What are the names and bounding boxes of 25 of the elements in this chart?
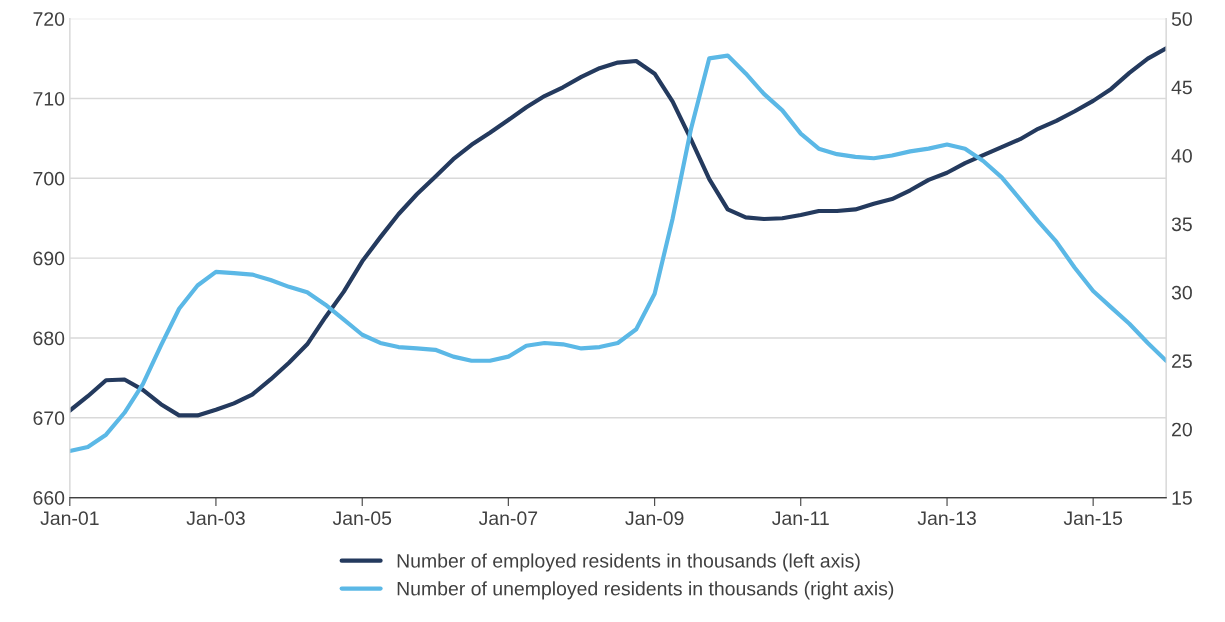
x-tick-label: Jan-05 bbox=[332, 511, 392, 526]
y-tick-label: 690 bbox=[33, 251, 65, 266]
x-tick-label: Jan-03 bbox=[186, 511, 245, 526]
y2-tick-label: 30 bbox=[1171, 285, 1192, 300]
y-tick-label: 700 bbox=[33, 171, 65, 186]
x-tick-label: Jan-01 bbox=[40, 511, 99, 526]
y2-tick-label: 25 bbox=[1172, 354, 1192, 368]
y2-tick-label: 20 bbox=[1172, 422, 1192, 437]
y-tick-label: 670 bbox=[33, 411, 65, 426]
y2-tick-label: 50 bbox=[1171, 12, 1192, 26]
x-tick-label: Jan-13 bbox=[917, 511, 976, 526]
y2-tick-label: 35 bbox=[1171, 217, 1192, 232]
x-tick-label: Jan-11 bbox=[772, 511, 829, 526]
y2-tick-label: 40 bbox=[1171, 148, 1192, 163]
y-tick-label: 660 bbox=[33, 491, 65, 505]
x-tick-label: Jan-15 bbox=[1063, 511, 1123, 526]
y-tick-label: 680 bbox=[33, 331, 65, 346]
y-tick-label: 710 bbox=[33, 91, 65, 106]
y-tick-label: 720 bbox=[33, 12, 65, 26]
legend-label: Number of unemployed residents in thousands (right axis) bbox=[397, 581, 894, 600]
legend-label: Number of employed residents in thousands (left axis) bbox=[397, 553, 860, 572]
y2-tick-label: 15 bbox=[1172, 491, 1192, 505]
x-tick-label: Jan-07 bbox=[478, 511, 538, 526]
y2-tick-label: 45 bbox=[1171, 80, 1192, 95]
x-tick-label: Jan-09 bbox=[625, 511, 684, 526]
